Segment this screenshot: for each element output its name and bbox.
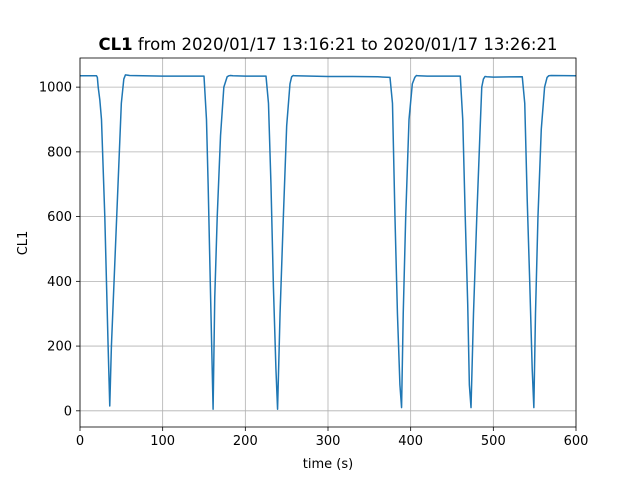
- y-tick-label: 400: [47, 275, 72, 290]
- x-axis-ticks: 0 100 200 300 400 500 600: [76, 427, 589, 449]
- x-tick-label: 500: [481, 434, 506, 449]
- x-axis-label: time (s): [303, 457, 353, 472]
- x-tick-label: 400: [398, 434, 423, 449]
- chart-title-rest: from 2020/01/17 13:16:21 to 2020/01/17 1…: [133, 35, 558, 54]
- y-tick-label: 1000: [39, 81, 72, 96]
- chart-title: CL1 from 2020/01/17 13:16:21 to 2020/01/…: [99, 35, 558, 54]
- y-tick-label: 800: [47, 145, 72, 160]
- y-tick-label: 0: [64, 404, 72, 419]
- y-tick-label: 200: [47, 340, 72, 355]
- x-tick-label: 300: [316, 434, 341, 449]
- chart-title-bold: CL1: [99, 35, 133, 54]
- grid-lines: [79, 58, 577, 427]
- plot-area: [80, 74, 577, 410]
- y-axis-ticks: 0 200 400 600 800 1000: [39, 81, 80, 419]
- y-axis-label: CL1: [16, 231, 31, 256]
- series-line: [80, 74, 577, 410]
- x-tick-label: 100: [150, 434, 175, 449]
- y-tick-label: 600: [47, 210, 72, 225]
- x-tick-label: 600: [564, 434, 589, 449]
- x-tick-label: 0: [76, 434, 84, 449]
- x-tick-label: 200: [233, 434, 258, 449]
